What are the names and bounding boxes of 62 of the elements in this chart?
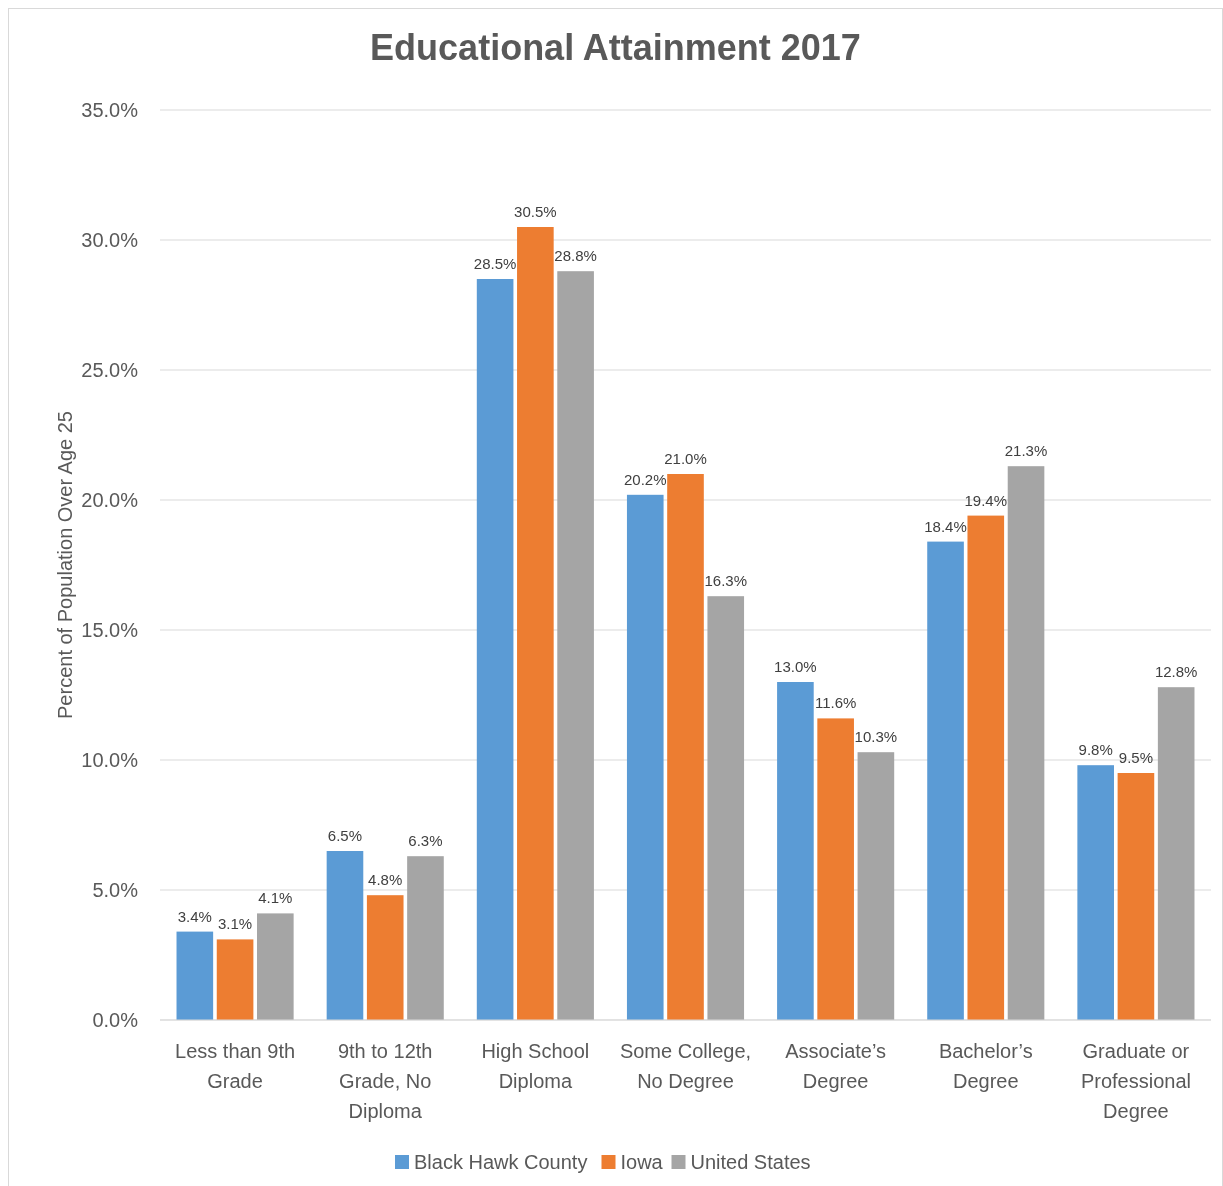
bar [777, 682, 814, 1020]
x-tick-label: High School Diploma [481, 1040, 590, 1092]
bar [476, 279, 514, 1020]
x-tick-label: Some College, No Degree [619, 1040, 752, 1092]
bar [1077, 765, 1114, 1020]
data-label: 19.4% [964, 491, 1008, 509]
data-label: 21.0% [664, 450, 707, 467]
data-label: 6.3% [408, 832, 443, 850]
bar [216, 939, 254, 1020]
y-tick-label: 15.0% [81, 619, 139, 641]
data-label: 3.4% [177, 907, 212, 925]
y-tick-label: 20.0% [81, 489, 139, 511]
bar [927, 541, 964, 1020]
bar [626, 494, 664, 1020]
data-label: 9.5% [1118, 749, 1154, 766]
bar [407, 856, 444, 1020]
bar [557, 271, 594, 1020]
bar [176, 931, 214, 1020]
data-label: 20.2% [623, 470, 667, 488]
bar [967, 515, 1005, 1020]
data-label: 9.8% [1078, 741, 1113, 759]
legend-label: Black Hawk County [414, 1151, 588, 1173]
data-label: 16.3% [704, 572, 748, 590]
y-tick-label: 5.0% [92, 879, 139, 901]
y-tick-label: 35.0% [81, 99, 139, 121]
x-tick-label: Less than 9th Grade [175, 1040, 296, 1092]
data-label: 6.5% [327, 827, 363, 844]
y-tick-label: 30.0% [81, 229, 139, 251]
bar [326, 851, 364, 1020]
x-tick-label: Associate’s Degree [785, 1040, 887, 1092]
y-axis-title: Percent of Population Over Age 25 [54, 411, 76, 719]
chart-title: Educational Attainment 2017 [370, 27, 861, 68]
y-tick-label: 25.0% [81, 359, 139, 381]
x-tick-label: Bachelor’s Degree [938, 1040, 1033, 1092]
data-label: 30.5% [514, 203, 557, 220]
data-label: 21.3% [1004, 442, 1048, 460]
legend-label: Iowa [620, 1151, 664, 1173]
x-tick-label: 9th to 12th Grade, No Diploma [337, 1040, 433, 1122]
data-label: 11.6% [814, 694, 857, 712]
bar [517, 227, 554, 1020]
data-label: 3.1% [217, 915, 253, 933]
data-label: 12.8% [1154, 663, 1198, 681]
bar [257, 913, 294, 1020]
bar [817, 718, 854, 1020]
bar [1157, 687, 1195, 1020]
bar [1007, 466, 1045, 1020]
bar [1117, 773, 1155, 1020]
data-label: 4.8% [368, 871, 403, 889]
bar [707, 596, 745, 1020]
y-tick-label: 10.0% [81, 749, 139, 771]
data-label: 10.3% [854, 728, 898, 746]
x-tick-label: Graduate or Professional Degree [1080, 1040, 1191, 1122]
bar [366, 895, 404, 1020]
data-label: 4.1% [258, 889, 293, 907]
data-label: 28.5% [473, 255, 517, 272]
data-label: 18.4% [924, 517, 967, 535]
legend-label: United States [690, 1151, 811, 1173]
data-label: 13.0% [774, 658, 817, 675]
data-label: 28.8% [554, 247, 597, 265]
y-tick-label: 0.0% [92, 1009, 139, 1031]
bar [667, 474, 704, 1020]
bar [857, 752, 895, 1020]
